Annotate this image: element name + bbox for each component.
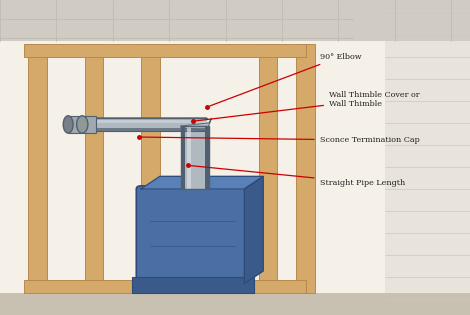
Text: Sconce Termination Cap: Sconce Termination Cap bbox=[141, 136, 419, 144]
FancyBboxPatch shape bbox=[181, 126, 209, 189]
FancyBboxPatch shape bbox=[68, 116, 96, 133]
Polygon shape bbox=[181, 118, 212, 131]
FancyBboxPatch shape bbox=[187, 126, 191, 189]
FancyBboxPatch shape bbox=[205, 126, 209, 189]
FancyBboxPatch shape bbox=[82, 128, 207, 131]
FancyBboxPatch shape bbox=[0, 0, 470, 41]
FancyBboxPatch shape bbox=[28, 44, 47, 293]
Polygon shape bbox=[244, 176, 263, 284]
Text: Straight Pipe Length: Straight Pipe Length bbox=[191, 166, 405, 187]
FancyBboxPatch shape bbox=[181, 126, 185, 189]
Polygon shape bbox=[141, 176, 263, 189]
Ellipse shape bbox=[63, 116, 73, 133]
FancyBboxPatch shape bbox=[0, 293, 470, 315]
FancyBboxPatch shape bbox=[296, 44, 315, 293]
FancyBboxPatch shape bbox=[385, 0, 470, 315]
FancyBboxPatch shape bbox=[82, 119, 207, 123]
Text: 90° Elbow: 90° Elbow bbox=[210, 53, 361, 106]
Text: Wall Thimble Cover or
Wall Thimble: Wall Thimble Cover or Wall Thimble bbox=[196, 91, 420, 121]
FancyBboxPatch shape bbox=[258, 44, 277, 293]
FancyBboxPatch shape bbox=[82, 118, 207, 131]
FancyBboxPatch shape bbox=[82, 117, 207, 120]
FancyBboxPatch shape bbox=[24, 280, 306, 293]
FancyBboxPatch shape bbox=[136, 186, 249, 287]
FancyBboxPatch shape bbox=[141, 44, 160, 293]
FancyBboxPatch shape bbox=[85, 44, 103, 293]
Ellipse shape bbox=[77, 116, 88, 133]
FancyBboxPatch shape bbox=[132, 277, 254, 293]
FancyBboxPatch shape bbox=[24, 44, 306, 57]
